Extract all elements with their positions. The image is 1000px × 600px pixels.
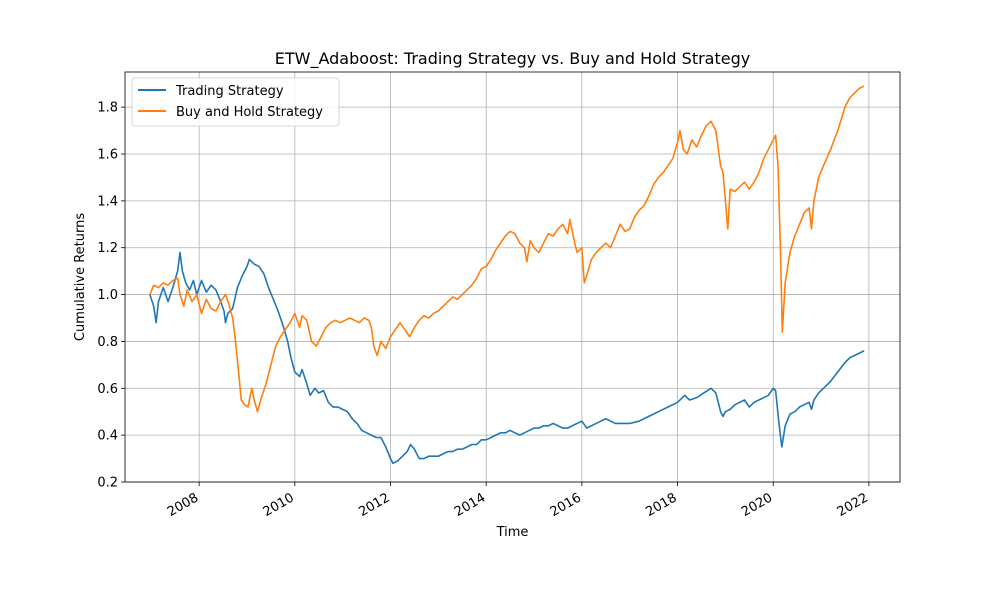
y-tick-label: 0.8 — [97, 335, 118, 350]
legend-label-trading-strategy: Trading Strategy — [175, 84, 284, 99]
y-tick-label: 1.4 — [97, 194, 118, 209]
y-tick-label: 0.6 — [97, 382, 118, 397]
chart-title: ETW_Adaboost: Trading Strategy vs. Buy a… — [275, 49, 750, 69]
y-axis-label: Cumulative Returns — [73, 213, 88, 341]
y-tick-label: 0.2 — [97, 476, 118, 491]
legend: Trading Strategy Buy and Hold Strategy — [131, 77, 340, 127]
series-line-trading-strategy — [149, 251, 865, 465]
y-tick-label: 1.8 — [97, 101, 118, 116]
y-tick-label: 1.2 — [97, 241, 118, 256]
series-lines — [149, 85, 865, 465]
y-tick-label: 0.4 — [97, 429, 118, 444]
y-tick-label: 1.6 — [97, 148, 118, 163]
legend-label-buy-and-hold-strategy: Buy and Hold Strategy — [176, 105, 323, 120]
y-tick-label: 1.0 — [97, 288, 118, 303]
plot-frame — [124, 71, 901, 483]
legend-box — [131, 77, 340, 127]
x-axis-label: Time — [496, 525, 529, 540]
series-line-buy-and-hold-strategy — [149, 85, 865, 413]
